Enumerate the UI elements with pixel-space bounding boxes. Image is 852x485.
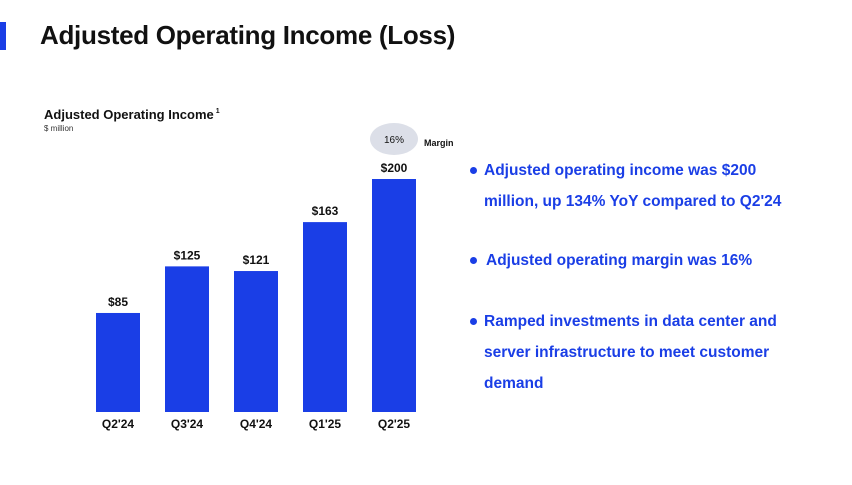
bar-value-label: $85 [108,295,128,309]
bar-value-label: $125 [174,248,201,262]
chart-title: Adjusted Operating Income 1 [44,107,220,122]
bar-value-label: $200 [381,161,408,175]
bullet-item: Adjusted operating income was $200 milli… [470,155,810,217]
bar [234,271,278,412]
bar-value-label: $163 [312,204,339,218]
bar [165,266,209,412]
x-tick-label: Q2'25 [378,417,411,431]
bar [303,222,347,412]
margin-bubble [370,123,418,155]
chart-subtitle: $ million [44,124,74,133]
bullet-dot-icon [470,318,477,325]
bullet-text: Adjusted operating income was $200 milli… [484,162,782,210]
margin-value: 16% [384,135,404,146]
chart-title-footnote: 1 [215,108,220,115]
bullet-text: Adjusted operating margin was 16% [486,252,753,269]
chart-title-text: Adjusted Operating Income [44,107,214,122]
bar [96,312,140,412]
margin-label: Margin [424,138,454,148]
bar-chart: $85 Q2'24 $125 Q3'24 $121 Q4'24 $163 Q1'25 $200 Q… [96,123,454,431]
bullet-dot-icon [470,257,477,264]
x-tick-label: Q2'24 [102,417,135,431]
title-accent-bar [0,22,6,50]
bullet-text: Ramped investments in data center and se… [484,313,777,392]
bar-value-label: $121 [243,253,270,267]
x-tick-label: Q1'25 [309,417,342,431]
x-tick-label: Q3'24 [171,417,204,431]
slide-title: Adjusted Operating Income (Loss) [40,20,456,50]
x-tick-label: Q4'24 [240,417,273,431]
bullet-item: Adjusted operating margin was 16% [470,245,840,276]
bar [372,179,416,412]
bullet-item: Ramped investments in data center and se… [470,306,810,399]
bullet-dot-icon [470,167,477,174]
